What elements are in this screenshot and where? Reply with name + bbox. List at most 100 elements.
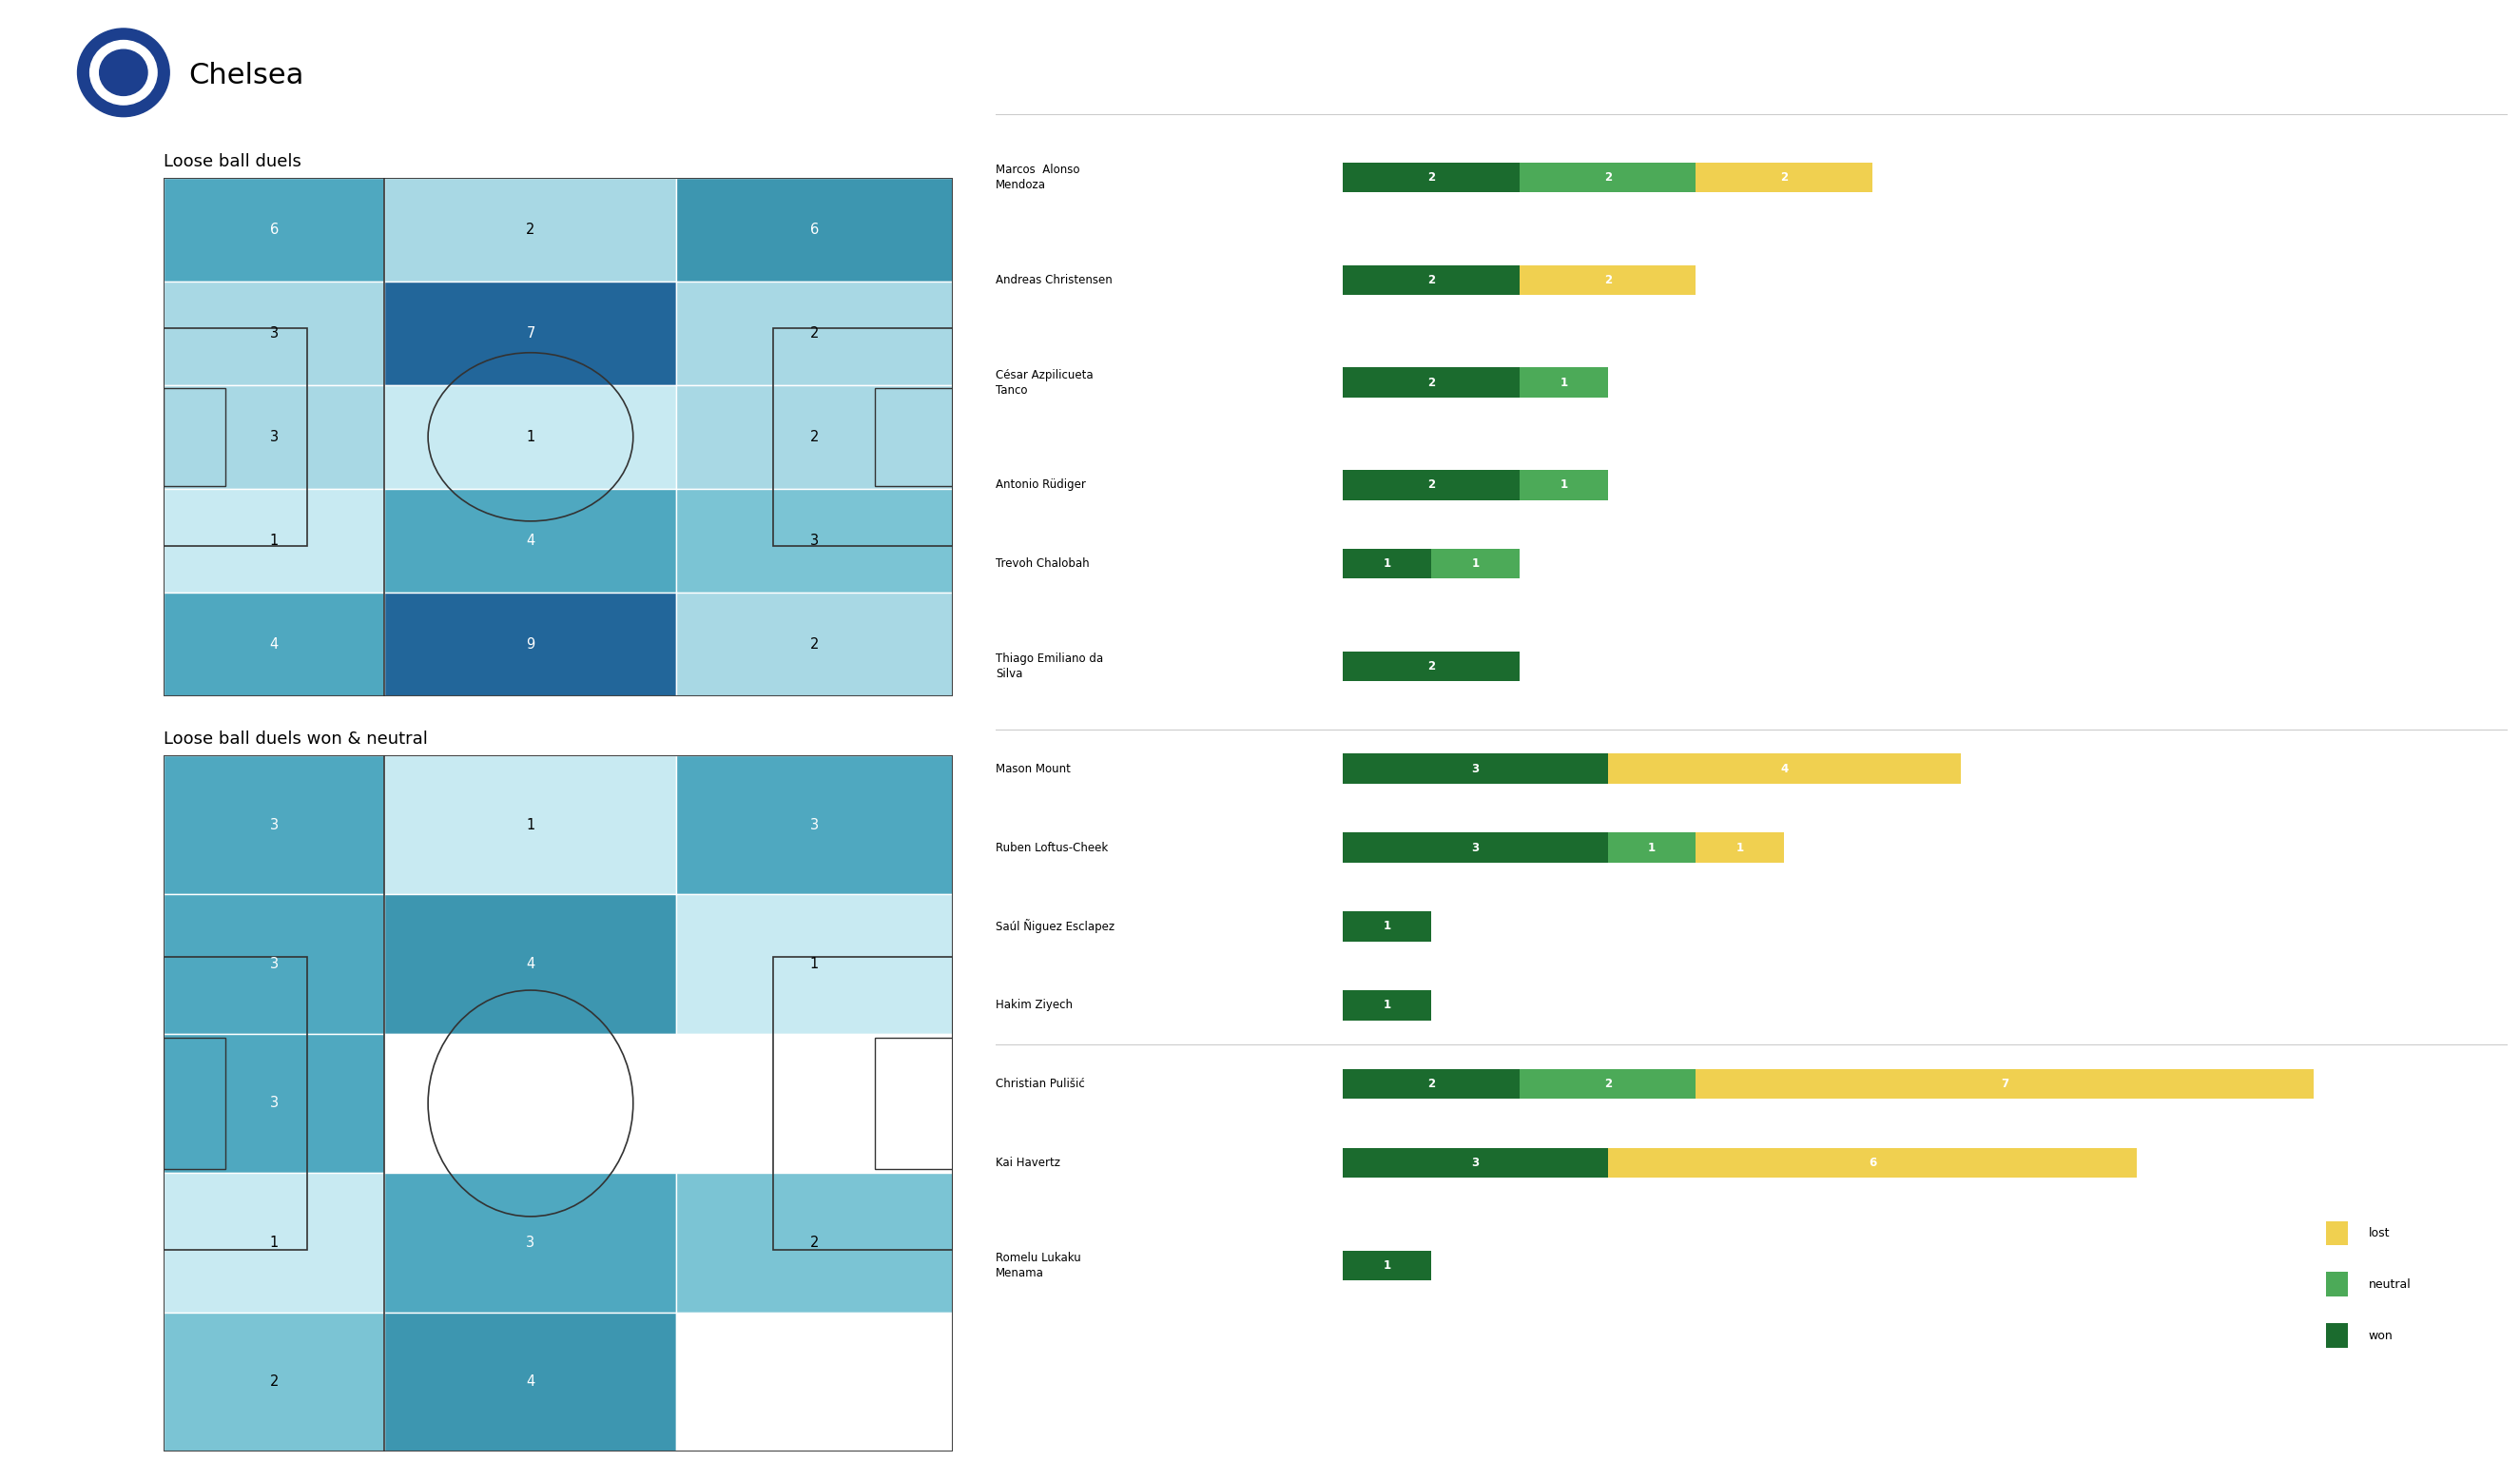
- Bar: [675, 1312, 953, 1451]
- Text: 4: 4: [527, 533, 534, 548]
- Text: 3: 3: [270, 818, 280, 832]
- Bar: [164, 755, 386, 895]
- Bar: [386, 281, 675, 385]
- Bar: [1343, 549, 1431, 579]
- Bar: [1343, 911, 1431, 942]
- Bar: [675, 1034, 953, 1173]
- Text: 1: 1: [270, 1235, 280, 1250]
- Bar: [1343, 163, 1520, 193]
- Text: 2: 2: [1426, 661, 1436, 672]
- Text: 4: 4: [527, 957, 534, 972]
- Bar: [2326, 1220, 2349, 1246]
- Text: 2: 2: [527, 222, 534, 237]
- Bar: [675, 385, 953, 489]
- Bar: [1520, 469, 1608, 501]
- Text: lost: lost: [2369, 1226, 2389, 1240]
- Text: César Azpilicueta
Tanco: César Azpilicueta Tanco: [995, 369, 1094, 397]
- Text: 2: 2: [1603, 274, 1613, 286]
- Bar: [164, 1038, 227, 1169]
- Text: 1: 1: [1560, 478, 1567, 492]
- Text: 2: 2: [1603, 1078, 1613, 1090]
- Bar: [164, 178, 386, 281]
- Text: 2: 2: [1426, 376, 1436, 388]
- Text: 3: 3: [811, 533, 819, 548]
- Text: 1: 1: [1648, 841, 1656, 853]
- Text: 3: 3: [270, 429, 280, 444]
- Text: 4: 4: [1779, 763, 1789, 775]
- Text: 4: 4: [270, 637, 280, 652]
- Text: Trevoh Chalobah: Trevoh Chalobah: [995, 558, 1089, 570]
- Text: 2: 2: [809, 326, 819, 341]
- Text: 4: 4: [527, 1374, 534, 1389]
- Text: Loose ball duels: Loose ball duels: [164, 153, 302, 170]
- Text: 7: 7: [527, 326, 534, 341]
- Bar: [1608, 832, 1696, 862]
- Bar: [1520, 1069, 1696, 1099]
- Bar: [2326, 1324, 2349, 1348]
- Bar: [1343, 832, 1608, 862]
- Text: Mason Mount: Mason Mount: [995, 763, 1071, 775]
- Bar: [1696, 163, 1872, 193]
- Text: 2: 2: [270, 1374, 280, 1389]
- Bar: [1431, 549, 1520, 579]
- Text: 3: 3: [1472, 1157, 1479, 1169]
- Bar: [164, 1173, 386, 1312]
- Text: Loose ball duels won & neutral: Loose ball duels won & neutral: [164, 730, 428, 748]
- Bar: [2326, 1272, 2349, 1296]
- Circle shape: [78, 28, 169, 117]
- Text: 2: 2: [1426, 274, 1436, 286]
- Bar: [1520, 265, 1696, 295]
- Bar: [386, 1034, 675, 1173]
- Bar: [386, 385, 675, 489]
- Bar: [874, 1038, 953, 1169]
- Bar: [1608, 754, 1961, 783]
- Bar: [675, 178, 953, 281]
- Text: Kai Havertz: Kai Havertz: [995, 1157, 1061, 1169]
- Text: Andreas Christensen: Andreas Christensen: [995, 274, 1111, 286]
- Bar: [675, 755, 953, 895]
- Text: 3: 3: [270, 957, 280, 972]
- Text: 7: 7: [2001, 1078, 2008, 1090]
- Bar: [1696, 832, 1784, 862]
- Bar: [386, 592, 675, 696]
- Text: 1: 1: [809, 957, 819, 972]
- Text: 2: 2: [809, 1235, 819, 1250]
- Bar: [1343, 1069, 1520, 1099]
- Bar: [675, 1173, 953, 1312]
- Bar: [164, 388, 227, 486]
- Bar: [386, 178, 675, 281]
- Text: 1: 1: [527, 429, 534, 444]
- Text: won: won: [2369, 1330, 2394, 1342]
- Text: 2: 2: [1426, 172, 1436, 184]
- Bar: [386, 1173, 675, 1312]
- Text: 1: 1: [527, 818, 534, 832]
- Bar: [164, 957, 307, 1250]
- Text: 1: 1: [1383, 920, 1391, 933]
- Text: 2: 2: [809, 637, 819, 652]
- Text: 2: 2: [1426, 478, 1436, 492]
- Text: 2: 2: [809, 429, 819, 444]
- Text: 1: 1: [1472, 558, 1479, 570]
- Text: Hakim Ziyech: Hakim Ziyech: [995, 1000, 1074, 1012]
- Circle shape: [91, 40, 156, 105]
- Bar: [386, 489, 675, 592]
- Text: 1: 1: [1560, 376, 1567, 388]
- Text: 3: 3: [811, 818, 819, 832]
- Text: Chelsea: Chelsea: [189, 62, 305, 90]
- Bar: [164, 1034, 386, 1173]
- Text: Thiago Emiliano da
Silva: Thiago Emiliano da Silva: [995, 653, 1104, 680]
- Text: Ruben Loftus-Cheek: Ruben Loftus-Cheek: [995, 841, 1109, 853]
- Bar: [386, 895, 675, 1034]
- Text: Romelu Lukaku
Menama: Romelu Lukaku Menama: [995, 1251, 1081, 1280]
- Bar: [164, 1312, 386, 1451]
- Bar: [386, 1312, 675, 1451]
- Circle shape: [101, 50, 149, 96]
- Text: 2: 2: [1603, 172, 1613, 184]
- Bar: [874, 388, 953, 486]
- Text: Antonio Rüdiger: Antonio Rüdiger: [995, 478, 1086, 492]
- Text: 1: 1: [1736, 841, 1744, 853]
- Bar: [164, 385, 386, 489]
- Text: 6: 6: [1867, 1157, 1877, 1169]
- Bar: [1343, 754, 1608, 783]
- Bar: [1696, 1069, 2313, 1099]
